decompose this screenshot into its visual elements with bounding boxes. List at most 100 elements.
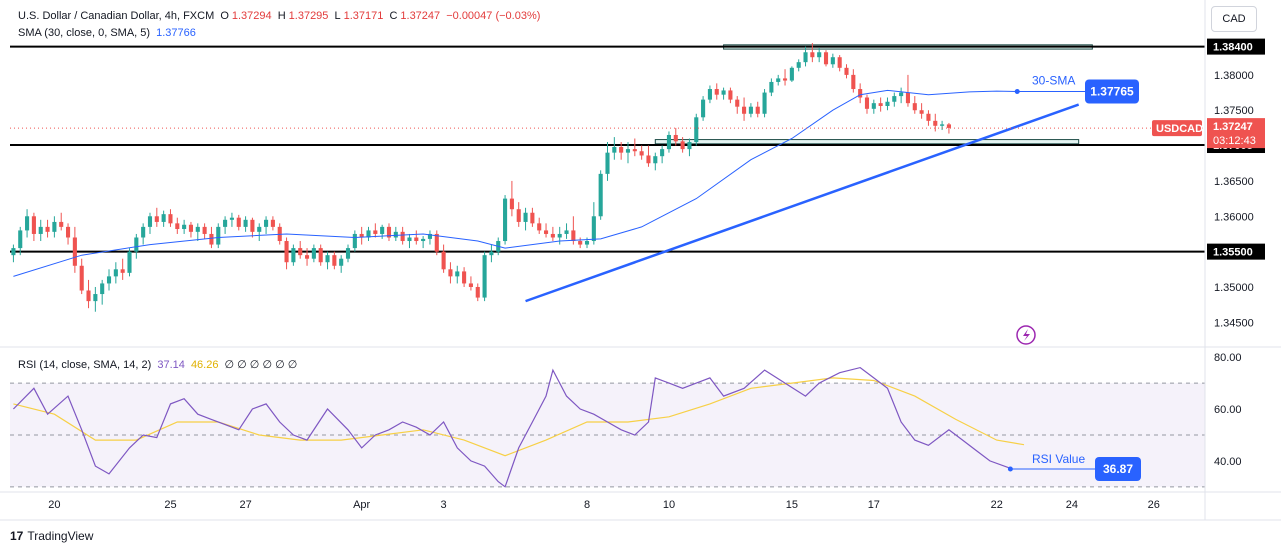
symbol-legend: U.S. Dollar / Canadian Dollar, 4h, FXCM … bbox=[18, 10, 543, 22]
rsi-pane: 40.00 60.00 80.00 RSI Value 36.87 bbox=[10, 352, 1242, 488]
rsi-line bbox=[12, 366, 1011, 488]
candle-body bbox=[810, 52, 815, 58]
time-tick-label: Apr bbox=[353, 499, 370, 511]
candle-body bbox=[147, 216, 153, 227]
price-tick-label: 1.35000 bbox=[1214, 282, 1254, 294]
high-value: 1.37295 bbox=[288, 10, 329, 22]
sma-label: SMA (30, close, 0, SMA, 5) bbox=[18, 27, 151, 39]
candle-body bbox=[65, 226, 71, 238]
level-label-box bbox=[1207, 38, 1265, 55]
candle-body bbox=[216, 226, 221, 245]
candle-body bbox=[625, 149, 631, 153]
candle-body bbox=[769, 81, 774, 93]
candle-body bbox=[653, 156, 658, 164]
candle-body bbox=[311, 248, 316, 259]
candle-body bbox=[632, 149, 637, 152]
candle-body bbox=[161, 214, 166, 222]
candle-body bbox=[660, 149, 665, 157]
sma-value: 1.37766 bbox=[156, 27, 196, 39]
candle-body bbox=[448, 269, 453, 277]
candle-body bbox=[332, 255, 337, 266]
candle-body bbox=[680, 141, 685, 150]
candle-body bbox=[830, 57, 835, 65]
candle-body bbox=[591, 216, 596, 242]
sma-line bbox=[13, 89, 1018, 277]
candle-body bbox=[427, 233, 433, 239]
candle-body bbox=[537, 223, 542, 231]
candle-body bbox=[304, 255, 310, 259]
candle-body bbox=[871, 103, 876, 109]
candle-body bbox=[18, 230, 23, 249]
candle-body bbox=[509, 198, 514, 210]
time-tick-label: 15 bbox=[786, 499, 798, 511]
candle-body bbox=[817, 52, 822, 58]
support-resistance-zones bbox=[654, 44, 1093, 145]
candle-body bbox=[837, 57, 842, 68]
currency-button[interactable]: CAD bbox=[1211, 6, 1257, 32]
candle-body bbox=[482, 255, 487, 298]
candle-body bbox=[940, 124, 945, 126]
candle-body bbox=[393, 231, 398, 238]
candle-body bbox=[701, 99, 706, 118]
candle-body bbox=[694, 117, 699, 143]
level-label: 1.35500 bbox=[1213, 247, 1253, 259]
lightning-icon bbox=[1023, 329, 1030, 341]
candle-body bbox=[530, 212, 535, 224]
candle-body bbox=[605, 152, 610, 174]
close-label: C bbox=[389, 10, 398, 22]
candle-body bbox=[782, 78, 788, 81]
candle-body bbox=[359, 233, 364, 238]
ascending-trendline bbox=[525, 103, 1080, 303]
symbol-title: U.S. Dollar / Canadian Dollar, 4h, FXCM bbox=[18, 10, 215, 22]
last-price-box bbox=[1207, 118, 1265, 149]
candle-body bbox=[714, 89, 719, 95]
time-tick-label: 20 bbox=[48, 499, 60, 511]
symbol-tag-box bbox=[1152, 120, 1202, 137]
candle-body bbox=[516, 209, 521, 222]
candle-body bbox=[168, 214, 173, 224]
candle-body bbox=[11, 248, 16, 256]
candle-body bbox=[134, 237, 139, 252]
candle-body bbox=[557, 233, 562, 238]
candle-body bbox=[851, 74, 856, 90]
candle-body bbox=[455, 271, 460, 277]
footer-brand[interactable]: 17 TradingView bbox=[10, 529, 93, 543]
candle-body bbox=[639, 151, 644, 156]
candle-body bbox=[175, 223, 180, 230]
candle-body bbox=[195, 226, 200, 232]
candle-body bbox=[612, 146, 617, 153]
candle-body bbox=[885, 101, 890, 106]
candle-body bbox=[789, 67, 794, 81]
candle-body bbox=[223, 219, 228, 227]
candle-body bbox=[182, 224, 187, 230]
candle-body bbox=[93, 294, 98, 302]
rsi-legend[interactable]: RSI (14, close, SMA, 14, 2) 37.14 46.26 … bbox=[18, 358, 300, 371]
candle-body bbox=[441, 251, 446, 270]
candle-body bbox=[325, 255, 330, 263]
candle-body bbox=[45, 226, 50, 232]
candle-body bbox=[291, 248, 296, 263]
low-label: L bbox=[334, 10, 341, 22]
candle-body bbox=[462, 271, 467, 284]
candle-body bbox=[523, 212, 528, 222]
candle-body bbox=[673, 134, 678, 142]
high-label: H bbox=[277, 10, 286, 22]
candle-body bbox=[79, 265, 84, 291]
candle-body bbox=[106, 276, 112, 284]
candle-body bbox=[666, 134, 672, 150]
sma-30-line bbox=[13, 89, 1018, 277]
candle-body bbox=[707, 89, 712, 100]
time-tick-label: 10 bbox=[663, 499, 675, 511]
candle-body bbox=[52, 221, 57, 232]
sma-annotation-box bbox=[1085, 79, 1139, 104]
candle-body bbox=[120, 269, 125, 273]
brand-name: TradingView bbox=[27, 529, 94, 543]
candle-body bbox=[762, 92, 767, 114]
sma-legend[interactable]: SMA (30, close, 0, SMA, 5) 1.37766 bbox=[18, 27, 199, 39]
candle-body bbox=[298, 248, 303, 256]
candle-body bbox=[209, 233, 214, 245]
candle-body bbox=[59, 221, 64, 227]
rsi-ma-line bbox=[13, 377, 1025, 457]
